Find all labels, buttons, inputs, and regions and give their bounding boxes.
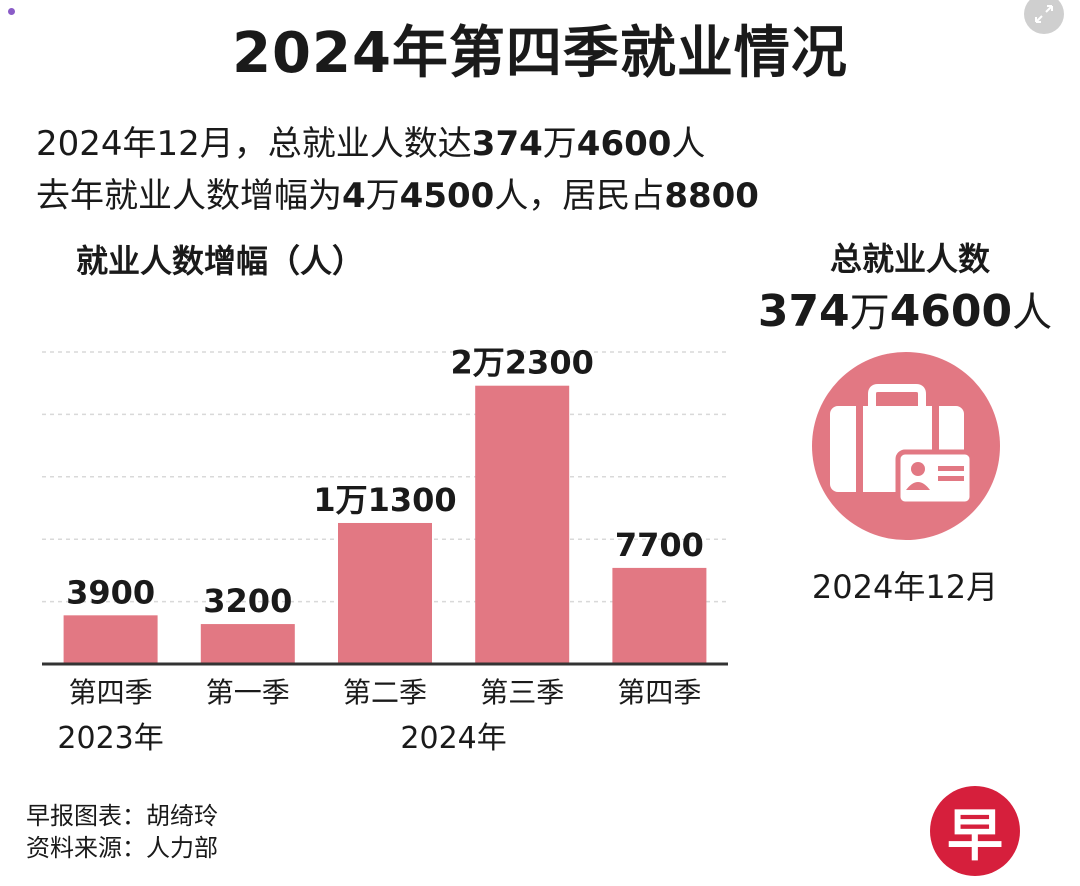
bar xyxy=(475,385,570,664)
summary-line-1: 2024年12月，总就业人数达374万4600人 xyxy=(36,124,706,164)
bar xyxy=(338,522,432,664)
credit-chart-author: 早报图表：胡绮玲 xyxy=(26,802,218,830)
credit-data-source: 资料来源：人力部 xyxy=(26,834,218,862)
briefcase-id-card-icon xyxy=(830,384,975,507)
employment-icon-circle xyxy=(812,352,1000,540)
bar-chart: 3900 第四季 3200 第一季 1万1300 第二季 2万2300 第三季 7700 第四季 2… xyxy=(42,344,728,756)
page-title: 2024年第四季就业情况 xyxy=(232,21,848,86)
data-label: 7700 xyxy=(615,526,704,564)
bar xyxy=(612,567,707,664)
expand-button[interactable] xyxy=(1024,0,1064,34)
summary-line-2: 去年就业人数增幅为4万4500人，居民占8800 xyxy=(36,176,759,216)
x-tick-label: 第四季 xyxy=(617,676,701,709)
bar xyxy=(200,624,295,664)
chart-title: 就业人数增幅（人） xyxy=(76,242,365,280)
total-employment-value: 374万4600人 xyxy=(757,286,1053,337)
bar xyxy=(63,615,158,664)
x-group-label: 2024年 xyxy=(400,721,506,756)
data-label: 1万1300 xyxy=(313,481,456,519)
total-date-caption: 2024年12月 xyxy=(811,568,999,606)
expand-icon xyxy=(1035,5,1053,23)
total-employment-title: 总就业人数 xyxy=(829,240,990,278)
data-label: 3900 xyxy=(66,573,155,611)
zaobao-logo: 早 xyxy=(930,786,1020,876)
data-label: 2万2300 xyxy=(451,344,594,382)
x-tick-label: 第四季 xyxy=(69,676,153,709)
x-group-label: 2023年 xyxy=(57,721,163,756)
x-tick-label: 第二季 xyxy=(343,676,427,709)
corner-dot xyxy=(8,8,15,15)
x-tick-label: 第三季 xyxy=(480,676,564,709)
data-label: 3200 xyxy=(203,582,292,620)
x-tick-label: 第一季 xyxy=(206,676,290,709)
